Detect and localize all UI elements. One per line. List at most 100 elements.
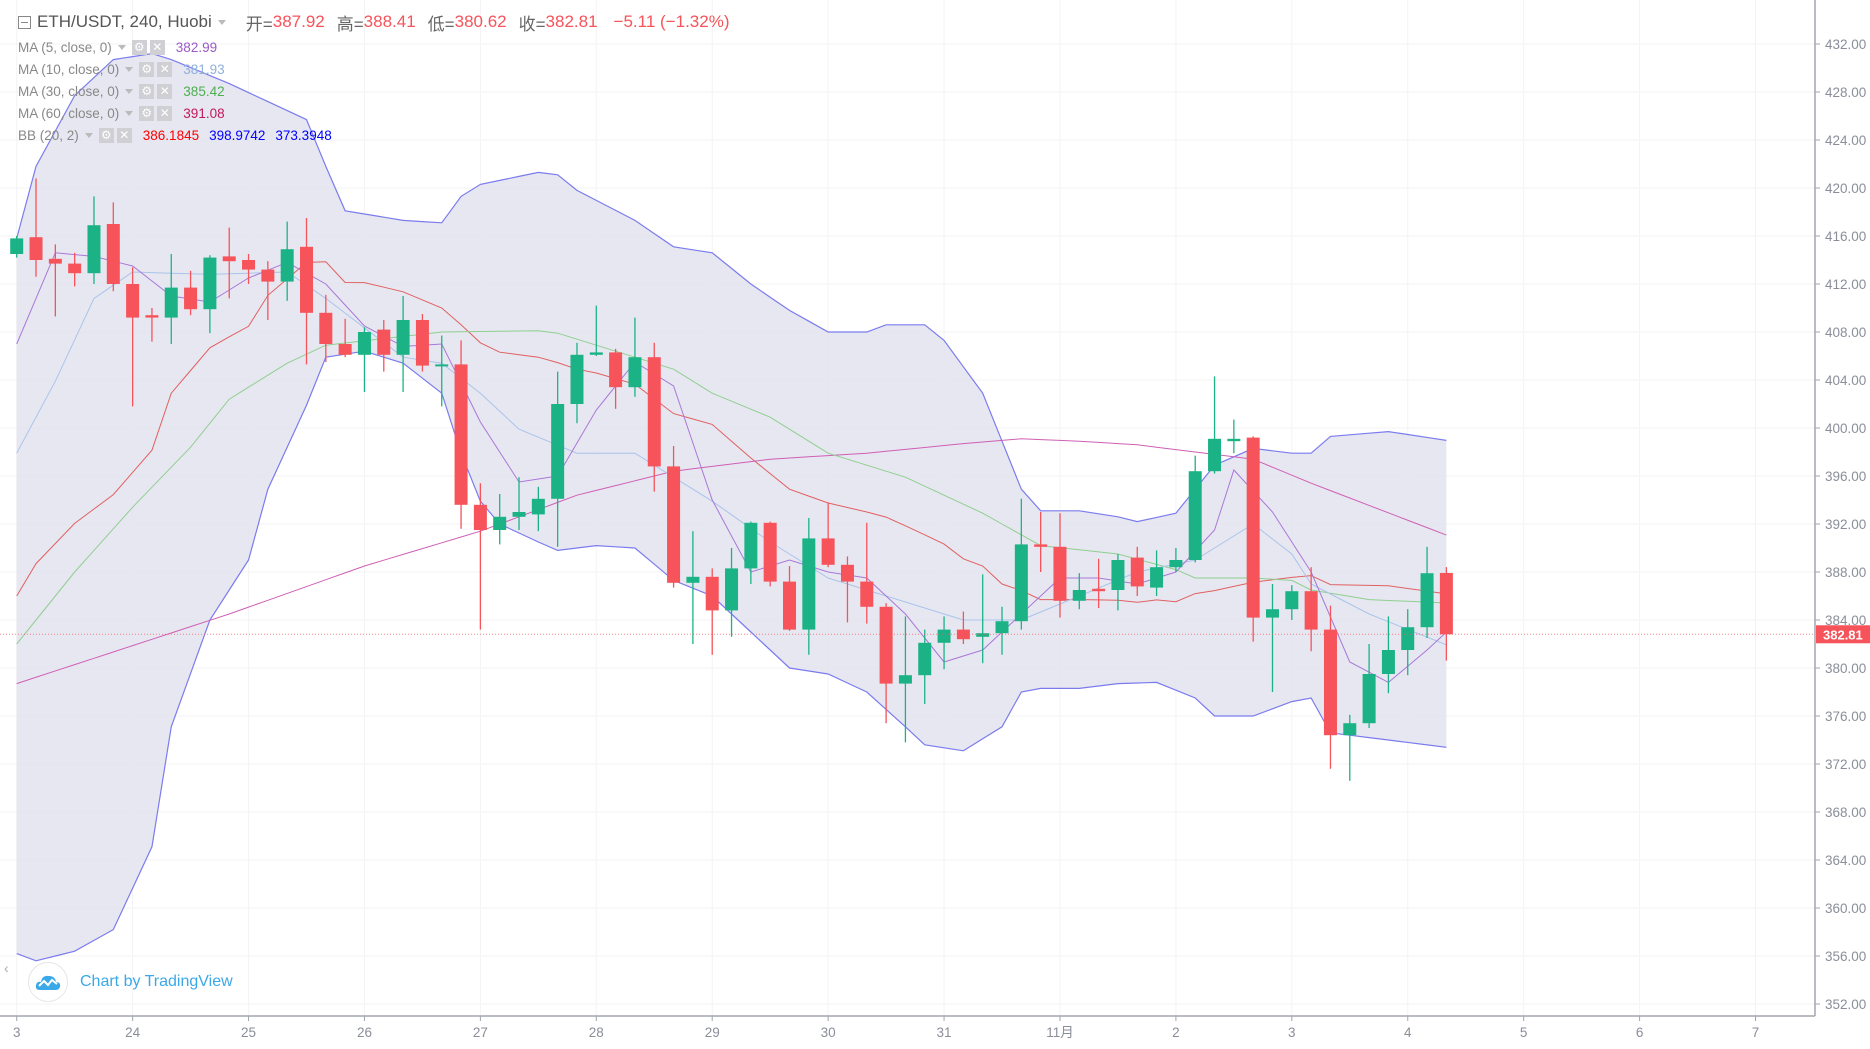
gear-icon[interactable]: ⚙: [139, 61, 155, 77]
indicator-label[interactable]: BB (20, 2): [18, 127, 79, 143]
chevron-down-icon[interactable]: [117, 44, 126, 50]
indicator-label[interactable]: MA (60, close, 0): [18, 105, 120, 121]
gear-icon[interactable]: ⚙: [139, 105, 155, 121]
time-tick-label: 3: [1288, 1025, 1296, 1040]
candle-body: [357, 332, 371, 355]
candle-down: [473, 483, 487, 630]
candle-body: [454, 364, 468, 505]
candle-down: [1034, 512, 1048, 572]
price-tick-label: 364.00: [1825, 853, 1866, 868]
candle-body: [1401, 627, 1415, 650]
price-tick-label: 404.00: [1825, 373, 1866, 388]
candle-body: [570, 354, 584, 404]
chevron-down-icon[interactable]: [125, 110, 134, 116]
tradingview-branding[interactable]: Chart by TradingView: [28, 962, 233, 1002]
price-tick-label: 432.00: [1825, 37, 1866, 52]
gear-icon[interactable]: ⚙: [98, 127, 114, 143]
candle-body: [589, 352, 603, 355]
candle-body: [1150, 567, 1164, 588]
high-label: 高=: [336, 14, 364, 34]
candle-up: [164, 254, 178, 344]
candle-down: [48, 244, 62, 317]
candle-down: [1053, 513, 1067, 618]
candle-body: [1362, 674, 1376, 724]
indicator-row[interactable]: MA (10, close, 0) ⚙ ✕ 381.93: [18, 58, 729, 80]
collapse-icon[interactable]: [18, 15, 31, 29]
indicator-label[interactable]: MA (5, close, 0): [18, 39, 112, 55]
indicator-row[interactable]: MA (30, close, 0) ⚙ ✕ 385.42: [18, 80, 729, 102]
candle-up: [1420, 546, 1434, 638]
candle-body: [1343, 723, 1357, 736]
candle-up: [570, 342, 584, 424]
scroll-left-icon[interactable]: ‹: [4, 960, 9, 976]
close-icon[interactable]: ✕: [157, 83, 173, 99]
candle-body: [840, 564, 854, 582]
candle-body: [338, 344, 352, 355]
indicator-label[interactable]: MA (10, close, 0): [18, 61, 120, 77]
last-price-tag: [1816, 625, 1870, 644]
price-tick-label: 352.00: [1825, 997, 1866, 1012]
candle-up: [744, 521, 758, 584]
candle-down: [29, 178, 43, 277]
candle-up: [280, 221, 294, 301]
candle-up: [1150, 550, 1164, 596]
candle-down: [454, 340, 468, 529]
close-icon[interactable]: ✕: [157, 61, 173, 77]
candle-body: [1381, 650, 1395, 674]
candle-body: [995, 621, 1009, 634]
ma5-line: [16, 252, 1447, 683]
candle-body: [1323, 629, 1337, 736]
candle-up: [1266, 584, 1279, 692]
candle-up: [551, 371, 565, 547]
indicator-label[interactable]: MA (30, close, 0): [18, 83, 120, 99]
candle-down: [68, 252, 82, 287]
indicator-value: 381.93: [183, 61, 225, 77]
chevron-down-icon[interactable]: [125, 66, 134, 72]
candle-up: [898, 616, 912, 743]
close-icon[interactable]: ✕: [149, 39, 165, 55]
candle-down: [184, 270, 198, 316]
chevron-down-icon[interactable]: [125, 88, 134, 94]
gear-icon[interactable]: ⚙: [139, 83, 155, 99]
candle-body: [435, 364, 449, 367]
candle-body: [1188, 471, 1202, 560]
candle-body: [473, 504, 487, 530]
close-icon[interactable]: ✕: [116, 127, 132, 143]
indicator-row[interactable]: BB (20, 2) ⚙ ✕ 386.1845 398.9742 373.3948: [18, 124, 729, 146]
indicator-row[interactable]: MA (60, close, 0) ⚙ ✕ 391.08: [18, 102, 729, 124]
candle-up: [1362, 644, 1376, 728]
candle-body: [879, 606, 893, 684]
candle-down: [763, 521, 777, 587]
low-label: 低=: [427, 14, 455, 34]
price-tick-label: 392.00: [1825, 517, 1866, 532]
symbol-title[interactable]: ETH/USDT, 240, Huobi: [37, 12, 212, 31]
bollinger-upper-line: [16, 52, 1447, 523]
candle-up: [1188, 455, 1202, 563]
indicator-row[interactable]: MA (5, close, 0) ⚙ ✕ 382.99: [18, 36, 729, 58]
candle-down: [1323, 605, 1337, 769]
time-tick-label: 25: [241, 1025, 256, 1040]
close-icon[interactable]: ✕: [157, 105, 173, 121]
candle-body: [860, 581, 874, 607]
candle-body: [628, 357, 642, 388]
candle-body: [222, 256, 236, 262]
time-tick-label: 28: [589, 1025, 604, 1040]
candle-body: [377, 329, 391, 355]
candle-body: [551, 404, 565, 499]
candle-down: [126, 267, 140, 407]
candle-up: [357, 327, 371, 392]
candle-body: [1072, 590, 1086, 601]
candle-up: [493, 494, 507, 545]
price-tick-label: 412.00: [1825, 277, 1866, 292]
time-tick-label: 4: [1404, 1025, 1412, 1040]
candle-up: [396, 296, 410, 392]
price-tick-label: 428.00: [1825, 85, 1866, 100]
candle-body: [126, 284, 140, 318]
candle-body: [1169, 560, 1183, 568]
chevron-down-icon[interactable]: [84, 132, 93, 138]
symbol-header: ETH/USDT, 240, Huobi 开= 387.92 高= 388.41 低…: [18, 8, 729, 36]
candle-body: [87, 225, 101, 274]
gear-icon[interactable]: ⚙: [131, 39, 147, 55]
chevron-down-icon[interactable]: [217, 19, 226, 25]
